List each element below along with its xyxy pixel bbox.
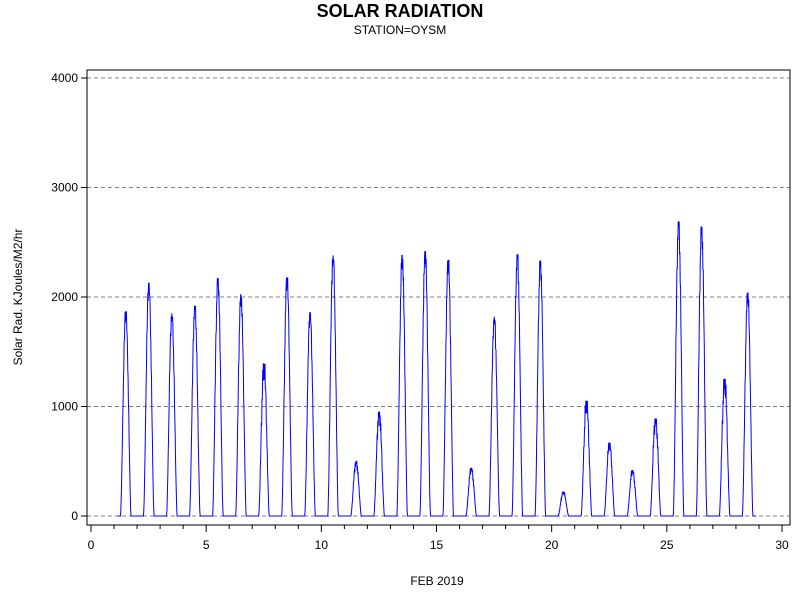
y-tick-label: 4000 bbox=[51, 71, 78, 85]
y-tick-label: 0 bbox=[71, 509, 78, 523]
y-tick-label: 3000 bbox=[51, 181, 78, 195]
x-tick-label: 20 bbox=[545, 538, 559, 552]
x-tick-label: 10 bbox=[315, 538, 329, 552]
grid-lines bbox=[87, 77, 790, 517]
x-tick-label: 5 bbox=[203, 538, 210, 552]
x-tick-label: 0 bbox=[88, 538, 95, 552]
y-tick-label: 1000 bbox=[51, 400, 78, 414]
solar-radiation-series-line bbox=[117, 221, 757, 517]
chart-title: SOLAR RADIATION bbox=[316, 1, 484, 21]
x-tick-label: 25 bbox=[660, 538, 674, 552]
x-axis-label: FEB 2019 bbox=[410, 574, 464, 588]
y-tick-label: 2000 bbox=[51, 290, 78, 304]
x-tick-label: 15 bbox=[430, 538, 444, 552]
x-axis: 0 5 10 15 20 25 30 bbox=[88, 525, 789, 552]
y-axis-label: Solar Rad. KJoules/M2/hr bbox=[11, 229, 25, 366]
chart-subtitle: STATION=OYSM bbox=[353, 23, 447, 37]
y-axis: 0 1000 2000 3000 4000 bbox=[51, 71, 87, 523]
x-tick-label: 30 bbox=[775, 538, 789, 552]
